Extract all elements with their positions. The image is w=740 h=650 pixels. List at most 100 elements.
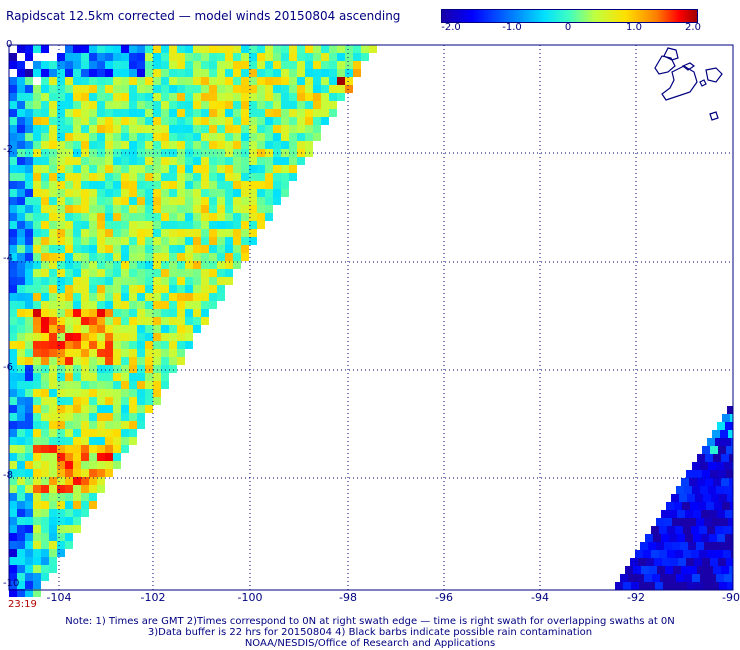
data-cell [713,566,721,574]
data-cell [153,309,161,317]
data-cell [17,213,25,221]
data-cell [129,381,137,389]
data-cell [193,301,201,309]
data-cell [217,253,225,261]
data-cell [121,365,129,373]
data-cell [695,582,703,590]
data-cell [121,117,129,125]
data-cell [153,381,161,389]
data-cell [25,445,33,453]
data-cell [145,133,153,141]
data-cell [161,45,169,53]
data-cell [49,461,57,469]
data-cell [249,157,257,165]
data-cell [281,173,289,181]
data-cell [97,229,105,237]
data-cell [105,293,113,301]
data-cell [49,237,57,245]
data-cell [97,445,105,453]
data-cell [73,341,81,349]
data-cell [664,518,672,526]
data-cell [65,229,73,237]
data-cell [704,518,712,526]
data-cell [193,277,201,285]
data-cell [89,453,97,461]
data-cell [265,85,273,93]
data-cell [129,405,137,413]
data-cell [169,341,177,349]
data-cell [201,221,209,229]
data-cell [73,277,81,285]
data-cell [321,101,329,109]
data-cell [281,77,289,85]
data-cell [121,61,129,69]
data-cell [249,181,257,189]
data-cell [49,365,57,373]
data-cell [57,445,65,453]
data-cell [73,397,81,405]
data-cell [97,301,105,309]
data-cell [153,53,161,61]
data-cell [57,469,65,477]
data-cell [57,389,65,397]
data-cell [25,373,33,381]
data-cell [313,61,321,69]
data-cell [25,333,33,341]
data-cell [185,101,193,109]
data-cell [694,470,702,478]
data-cell [97,109,105,117]
data-cell [185,213,193,221]
data-cell [273,165,281,173]
data-cell [89,173,97,181]
data-cell [9,589,17,597]
data-cell [233,157,241,165]
y-tick-label: 0 [6,39,13,50]
data-cell [113,293,121,301]
data-cell [17,437,25,445]
data-cell [73,197,81,205]
data-cell [97,117,105,125]
data-cell [145,53,153,61]
data-cell [305,141,313,149]
data-cell [257,133,265,141]
data-cell [233,53,241,61]
data-cell [177,205,185,213]
data-cell [41,461,49,469]
data-cell [41,301,49,309]
data-cell [17,189,25,197]
data-cell [57,125,65,133]
data-cell [73,53,81,61]
data-cell [682,502,690,510]
data-cell [713,478,721,486]
data-cell [153,109,161,117]
data-cell [169,197,177,205]
data-cell [73,349,81,357]
data-cell [17,533,25,541]
data-cell [17,253,25,261]
data-cell [121,69,129,77]
data-cell [33,557,41,565]
data-cell [201,93,209,101]
data-cell [105,349,113,357]
data-cell [177,261,185,269]
data-cell [49,117,57,125]
data-cell [41,437,49,445]
data-cell [33,565,41,573]
data-cell [715,438,723,446]
data-cell [33,437,41,445]
data-cell [697,454,705,462]
data-cell [217,109,225,117]
data-cell [265,125,273,133]
data-cell [97,133,105,141]
data-cell [177,181,185,189]
data-cell [249,237,257,245]
data-cell [720,430,728,438]
colorbar-tick-label: 1.0 [626,22,642,33]
data-cell [121,253,129,261]
data-cell [655,582,663,590]
data-cell [73,45,81,53]
data-cell [265,93,273,101]
data-cell [65,45,73,53]
data-cell [89,357,97,365]
data-cell [129,333,137,341]
